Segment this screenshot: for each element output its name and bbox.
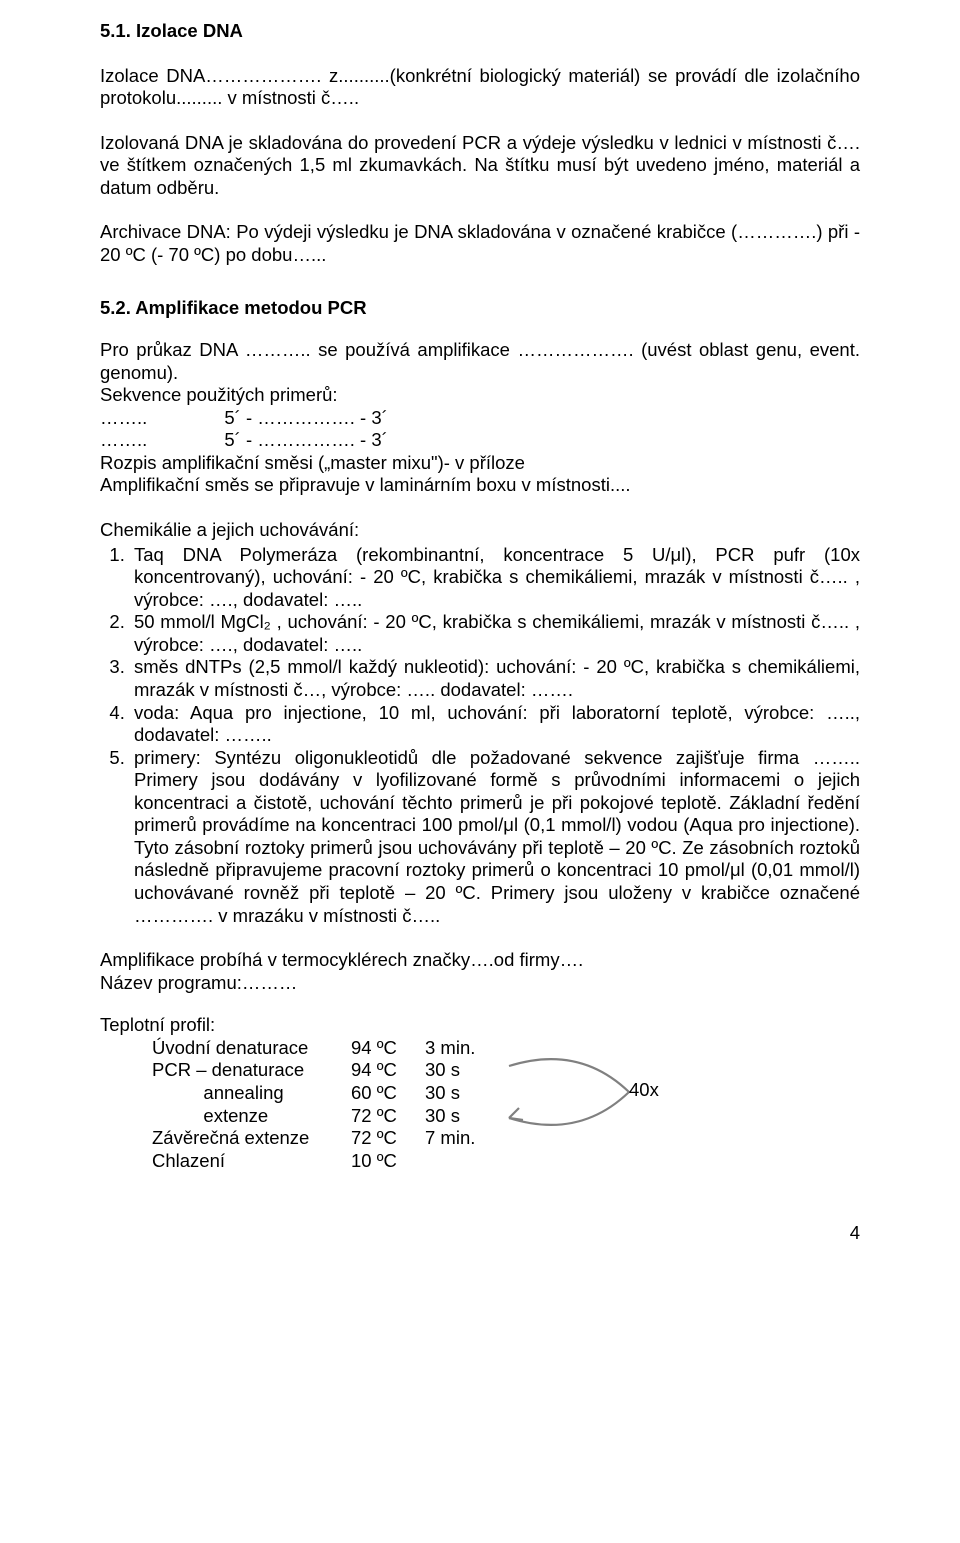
profile-label: Úvodní denaturace bbox=[152, 1037, 351, 1060]
profile-label: PCR – denaturace bbox=[152, 1059, 351, 1082]
chemicals-list: Taq DNA Polymeráza (rekombinantní, konce… bbox=[100, 544, 860, 928]
temp-profile-heading: Teplotní profil: bbox=[100, 1014, 860, 1037]
table-row: PCR – denaturace 94 ºC 30 s 40x bbox=[152, 1059, 683, 1082]
chem-item: směs dNTPs (2,5 mmol/l každý nukleotid):… bbox=[130, 656, 860, 701]
profile-time: 7 min. bbox=[425, 1127, 509, 1150]
profile-time: 3 min. bbox=[425, 1037, 509, 1060]
profile-label: extenze bbox=[152, 1105, 351, 1128]
profile-temp: 72 ºC bbox=[351, 1127, 425, 1150]
profile-temp: 60 ºC bbox=[351, 1082, 425, 1105]
table-row: Chlazení 10 ºC bbox=[152, 1150, 683, 1173]
cycle-cell: 40x bbox=[509, 1059, 683, 1127]
s51-paragraph-2: Izolovaná DNA je skladována do provedení… bbox=[100, 132, 860, 200]
profile-time: 30 s bbox=[425, 1082, 509, 1105]
chemicals-heading: Chemikálie a jejich uchovávání: bbox=[100, 519, 860, 542]
profile-empty bbox=[509, 1150, 683, 1173]
profile-temp: 10 ºC bbox=[351, 1150, 425, 1173]
s52-intro: Pro průkaz DNA ……….. se používá amplifik… bbox=[100, 339, 860, 384]
primer-line-1: …….. 5´ - ……………. - 3´ bbox=[100, 407, 860, 430]
chem-item: voda: Aqua pro injectione, 10 ml, uchová… bbox=[130, 702, 860, 747]
primer-line-2: …….. 5´ - ……………. - 3´ bbox=[100, 429, 860, 452]
table-row: Závěrečná extenze 72 ºC 7 min. bbox=[152, 1127, 683, 1150]
amplification-line-1: Amplifikace probíhá v termocyklérech zna… bbox=[100, 949, 860, 972]
profile-temp: 94 ºC bbox=[351, 1059, 425, 1082]
profile-temp: 72 ºC bbox=[351, 1105, 425, 1128]
s51-paragraph-1: Izolace DNA………………. z..........(konkrétní… bbox=[100, 65, 860, 110]
s51-paragraph-3: Archivace DNA: Po výdeji výsledku je DNA… bbox=[100, 221, 860, 266]
mix-line-2: Amplifikační směs se připravuje v laminá… bbox=[100, 474, 860, 497]
page-number: 4 bbox=[100, 1222, 860, 1245]
primers-heading: Sekvence použitých primerů: bbox=[100, 384, 860, 407]
profile-empty bbox=[509, 1127, 683, 1150]
profile-time bbox=[425, 1150, 509, 1173]
chem-item: primery: Syntézu oligonukleotidů dle pož… bbox=[130, 747, 860, 928]
chem-item: 50 mmol/l MgCl₂ , uchování: - 20 ºC, kra… bbox=[130, 611, 860, 656]
section-5-1-heading: 5.1. Izolace DNA bbox=[100, 20, 860, 43]
cycle-count: 40x bbox=[629, 1079, 659, 1102]
profile-label: Závěrečná extenze bbox=[152, 1127, 351, 1150]
profile-time: 30 s bbox=[425, 1059, 509, 1082]
profile-temp: 94 ºC bbox=[351, 1037, 425, 1060]
mix-line-1: Rozpis amplifikační směsi („master mixu"… bbox=[100, 452, 860, 475]
amplification-line-2: Název programu:……… bbox=[100, 972, 860, 995]
profile-time: 30 s bbox=[425, 1105, 509, 1128]
profile-label: Chlazení bbox=[152, 1150, 351, 1173]
temp-profile-table: Úvodní denaturace 94 ºC 3 min. PCR – den… bbox=[152, 1037, 683, 1172]
section-5-2-heading: 5.2. Amplifikace metodou PCR bbox=[100, 297, 860, 320]
chem-item: Taq DNA Polymeráza (rekombinantní, konce… bbox=[130, 544, 860, 612]
profile-label: annealing bbox=[152, 1082, 351, 1105]
